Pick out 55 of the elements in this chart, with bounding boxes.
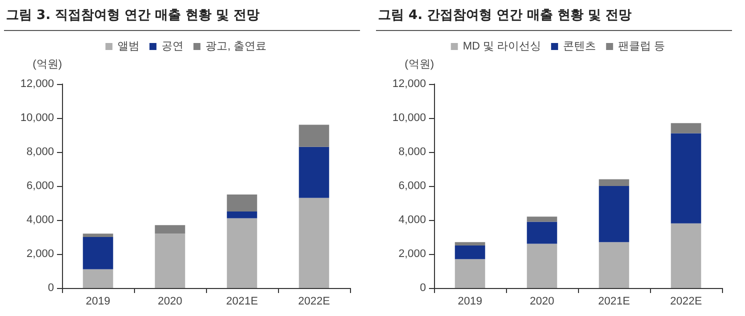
bar — [298, 198, 330, 288]
bar — [526, 222, 558, 244]
bar — [154, 225, 186, 234]
bar — [670, 123, 702, 134]
y-tick-label: 2,000 — [26, 248, 54, 260]
y-tick-label: 6,000 — [26, 180, 54, 192]
y-axis-title: (억원) — [404, 58, 434, 70]
bar — [598, 242, 630, 288]
bar — [226, 218, 258, 288]
y-tick-label: 8,000 — [26, 146, 54, 158]
x-tick-label: 2020 — [530, 296, 554, 308]
x-tick-label: 2019 — [458, 296, 482, 308]
bar — [82, 234, 114, 237]
bar — [226, 212, 258, 218]
y-tick-label: 10,000 — [20, 112, 54, 124]
y-axis-title: (억원) — [32, 58, 62, 70]
bar — [154, 234, 186, 288]
x-tick-label: 2022E — [298, 296, 330, 308]
y-tick-label: 10,000 — [392, 112, 426, 124]
bar — [526, 244, 558, 288]
y-tick-label: 4,000 — [26, 214, 54, 226]
y-tick-label: 2,000 — [398, 248, 426, 260]
bar — [598, 186, 630, 242]
bar — [454, 242, 486, 246]
x-tick-label: 2021E — [226, 296, 258, 308]
legend-label: MD 및 라이선싱 — [462, 40, 542, 52]
x-tick-label: 2019 — [86, 296, 110, 308]
bar — [226, 194, 258, 212]
x-tick-label: 2020 — [158, 296, 182, 308]
bar — [670, 133, 702, 224]
chart-title: 그림 3. 직접참여형 연간 매출 현황 및 전망 — [6, 7, 260, 24]
y-tick-label: 12,000 — [20, 78, 54, 90]
y-tick-label: 0 — [48, 282, 54, 294]
x-tick-label: 2021E — [598, 296, 630, 308]
y-tick-label: 12,000 — [392, 78, 426, 90]
y-tick-label: 0 — [420, 282, 426, 294]
bar — [598, 179, 630, 186]
legend-label: 콘텐츠 — [563, 40, 596, 52]
bar — [526, 216, 558, 222]
legend-label: 공연 — [161, 40, 184, 52]
bar — [82, 237, 114, 270]
chart-title: 그림 4. 간접참여형 연간 매출 현황 및 전망 — [378, 7, 632, 24]
y-tick-label: 4,000 — [398, 214, 426, 226]
bar — [670, 223, 702, 288]
bar — [454, 246, 486, 260]
y-tick-label: 6,000 — [398, 180, 426, 192]
bar — [298, 146, 330, 198]
bar — [82, 269, 114, 288]
x-tick-label: 2022E — [670, 296, 702, 308]
legend-label: 팬클럽 등 — [618, 40, 666, 52]
legend-label: 앨범 — [117, 40, 140, 52]
bar — [298, 124, 330, 147]
y-tick-label: 8,000 — [398, 146, 426, 158]
bar — [454, 259, 486, 288]
legend-label: 광고, 출연료 — [205, 40, 267, 52]
